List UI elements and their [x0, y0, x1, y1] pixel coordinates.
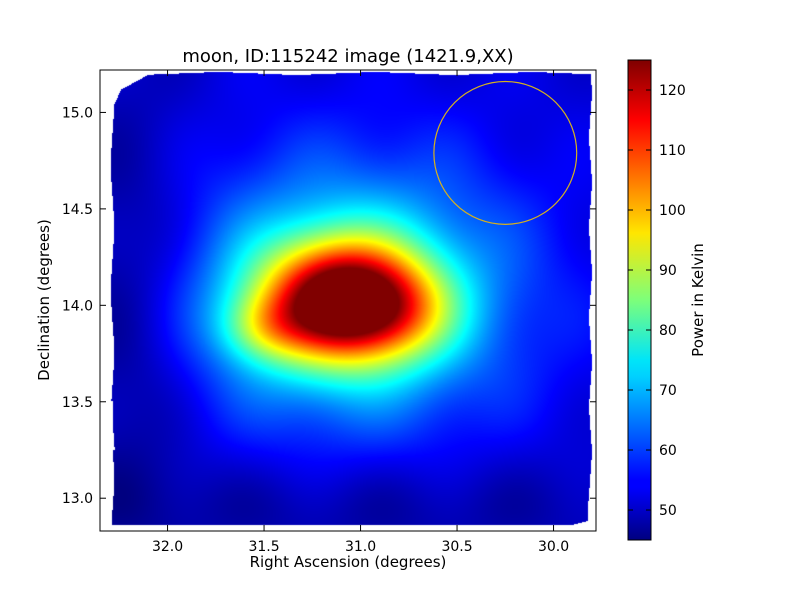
y-axis-label: Declination (degrees) [35, 219, 53, 381]
colorbar [628, 60, 651, 540]
colorbar-tick-label: 80 [659, 323, 677, 339]
x-tick-label: 30.5 [441, 539, 472, 555]
colorbar-tick-label: 60 [659, 443, 677, 459]
colorbar-frame [627, 59, 652, 541]
y-tick-label: 13.5 [62, 395, 93, 411]
x-axis-ticks: 32.0 31.5 31.0 30.5 30.0 [152, 70, 569, 555]
colorbar-tick-label: 90 [659, 263, 677, 279]
x-tick-label: 32.0 [152, 539, 183, 555]
heatmap-canvas [100, 70, 596, 531]
y-tick-label: 13.0 [62, 491, 93, 507]
y-axis-ticks: 13.0 13.5 14.0 14.5 15.0 [62, 105, 596, 507]
heatmap-canvas-wrapper [100, 70, 596, 531]
y-tick-label: 15.0 [62, 105, 93, 121]
chart-title: moon, ID:115242 image (1421.9,XX) [182, 46, 513, 67]
colorbar-ticks: 50 60 70 80 90 100 110 120 [628, 83, 686, 519]
x-tick-label: 31.5 [248, 539, 279, 555]
colorbar-tick-label: 70 [659, 383, 677, 399]
x-tick-label: 30.0 [538, 539, 569, 555]
beam-circle-annotation [433, 80, 578, 225]
colorbar-tick-label: 110 [659, 143, 686, 159]
colorbar-label: Power in Kelvin [689, 243, 707, 357]
plot-frame [99, 69, 597, 532]
colorbar-tick-label: 100 [659, 203, 686, 219]
y-tick-label: 14.0 [62, 298, 93, 314]
heatmap-area [100, 70, 596, 531]
x-axis-label: Right Ascension (degrees) [250, 553, 447, 571]
y-tick-label: 14.5 [62, 202, 93, 218]
colorbar-tick-label: 120 [659, 83, 686, 99]
x-tick-label: 31.0 [345, 539, 376, 555]
colorbar-tick-label: 50 [659, 503, 677, 519]
